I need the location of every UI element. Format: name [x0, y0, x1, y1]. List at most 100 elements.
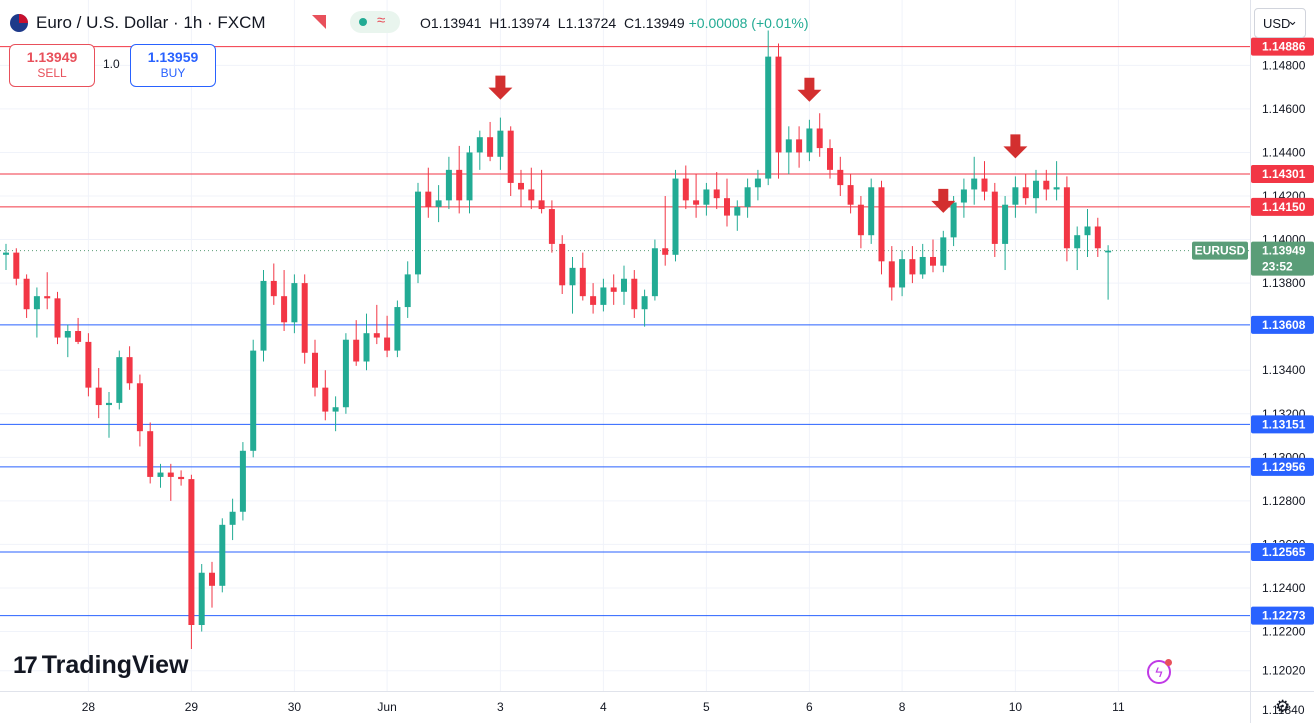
- candle-body: [44, 296, 51, 299]
- candle-body: [651, 248, 658, 297]
- candle-body: [1074, 235, 1081, 249]
- open-value: 1.13941: [430, 15, 482, 31]
- candle-body: [270, 280, 277, 297]
- time-tick-label: 30: [288, 700, 302, 714]
- candle-body: [899, 259, 906, 288]
- candle-body: [1002, 204, 1009, 244]
- price-tick-label: 1.14400: [1262, 145, 1306, 159]
- candle-body: [281, 296, 288, 323]
- price-tick-label: 1.14600: [1262, 102, 1306, 116]
- support-level-badge: [1251, 457, 1314, 476]
- down-arrow-marker: [488, 75, 513, 100]
- candle-body: [796, 139, 803, 153]
- market-status-pill[interactable]: ≈: [350, 11, 400, 33]
- candle-body: [435, 200, 442, 207]
- down-arrow-marker: [931, 188, 956, 213]
- sell-price: 1.13949: [26, 49, 78, 65]
- candle-body: [322, 387, 329, 412]
- close-value: 1.13949: [634, 15, 685, 31]
- candle-body: [940, 237, 947, 266]
- support-level-badge: [1251, 315, 1314, 334]
- resistance-level-badge: [1251, 197, 1314, 216]
- candle-body: [981, 178, 988, 192]
- candle-body: [888, 261, 895, 288]
- candle-body: [971, 178, 978, 190]
- candle-body: [837, 169, 844, 186]
- pattern-arrows: [488, 75, 1028, 213]
- low-value: 1.13724: [565, 15, 617, 31]
- candle-body: [332, 407, 339, 412]
- candle-body: [693, 200, 700, 205]
- down-arrow-marker: [1003, 134, 1028, 159]
- sell-label: SELL: [37, 66, 67, 80]
- candle-body: [559, 243, 566, 286]
- time-tick-label: 29: [185, 700, 199, 714]
- candle-body: [754, 178, 761, 188]
- close-label: C: [623, 15, 635, 31]
- time-axis-bg: [0, 691, 1250, 723]
- tradingview-logo: 17 TradingView: [13, 651, 189, 680]
- candle-body: [528, 189, 535, 201]
- candle-body: [765, 56, 772, 179]
- resistance-level-badge: [1251, 37, 1314, 56]
- candle-body: [950, 202, 957, 238]
- candle-body: [868, 187, 875, 236]
- down-arrow-marker: [797, 77, 822, 102]
- candle-body: [600, 287, 607, 305]
- symbol-title[interactable]: Euro / U.S. Dollar · 1h · FXCM: [36, 13, 266, 32]
- candle-body: [75, 331, 82, 342]
- time-axis: 28 29 30 Jun 3 4 5 6 8 10 11: [82, 700, 1125, 714]
- candle-body: [1094, 226, 1101, 249]
- candle-body: [250, 350, 257, 451]
- euro-us-flag-icon: [10, 14, 28, 32]
- horizontal-levels: [0, 46, 1250, 617]
- candle-body: [456, 169, 463, 201]
- candle-body: [3, 252, 9, 255]
- candle-body: [106, 402, 112, 406]
- support-level-badge: [1251, 606, 1314, 625]
- candle-body: [13, 252, 20, 279]
- candle-body: [713, 189, 720, 199]
- support-level-label: 1.12273: [1262, 609, 1306, 623]
- candle-body: [188, 479, 195, 626]
- candle-body: [116, 357, 123, 403]
- candle-body: [23, 278, 30, 310]
- candle-body: [662, 248, 669, 255]
- price-tick-label: 1.12400: [1262, 581, 1306, 595]
- candle-body: [991, 191, 998, 244]
- candle-body: [672, 178, 679, 255]
- buy-button[interactable]: 1.13959 BUY: [130, 44, 216, 87]
- candle-body: [1084, 226, 1091, 236]
- candle-body: [724, 198, 730, 216]
- candle-body: [487, 137, 494, 157]
- price-tick-label: 1.12200: [1262, 625, 1306, 639]
- candle-body: [507, 130, 514, 183]
- candle-body: [827, 148, 833, 170]
- currency-dropdown[interactable]: USD: [1254, 6, 1306, 38]
- candle-body: [579, 267, 586, 297]
- candle-body: [569, 267, 576, 286]
- candle-body: [590, 296, 597, 305]
- wave-icon: ≈: [377, 12, 386, 29]
- sell-button[interactable]: 1.13949 SELL: [9, 44, 95, 87]
- gear-icon[interactable]: ⚙: [1275, 697, 1291, 716]
- time-tick-label: 11: [1112, 700, 1125, 714]
- lightning-icon[interactable]: ϟ: [1147, 659, 1172, 684]
- candle-body: [466, 152, 473, 201]
- candle-body: [85, 341, 92, 388]
- candle-body: [857, 204, 864, 236]
- candle-body: [919, 256, 926, 275]
- support-level-label: 1.12956: [1262, 460, 1306, 474]
- resistance-level-label: 1.14886: [1262, 40, 1306, 54]
- candle-body: [301, 283, 308, 353]
- time-tick-label: 8: [899, 700, 906, 714]
- time-tick-label: 3: [497, 700, 504, 714]
- candle-body: [960, 189, 967, 203]
- countdown-label: 23:52: [1262, 260, 1293, 274]
- order-quantity[interactable]: 1.0: [103, 57, 120, 71]
- candle-body: [816, 128, 823, 149]
- candles: [3, 30, 1112, 649]
- tradingview-mark-icon: 17: [13, 652, 38, 679]
- time-tick-label: 5: [703, 700, 710, 714]
